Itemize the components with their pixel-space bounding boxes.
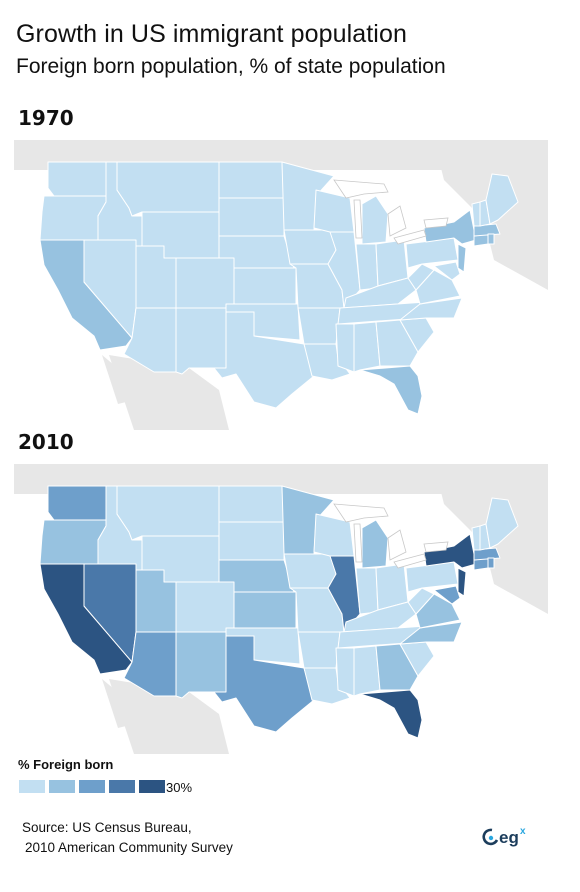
great-lakes: [333, 179, 449, 245]
state-new-york: [423, 209, 477, 245]
state-arkansas: [297, 631, 341, 669]
state-new-mexico: [175, 307, 227, 375]
lake-huron: [387, 205, 407, 237]
legend-swatch-1: [18, 779, 46, 794]
source-line-2: 2010 American Community Survey: [25, 840, 233, 855]
state-iowa: [283, 229, 337, 265]
legend-title: % Foreign born: [18, 757, 114, 772]
state-louisiana: [303, 343, 351, 381]
state-mississippi: [335, 323, 355, 373]
state-colorado: [175, 257, 235, 309]
state-michigan: [361, 519, 389, 569]
chart-title: Growth in US immigrant population: [16, 20, 407, 48]
state-indiana: [355, 567, 379, 615]
great-lakes: [333, 503, 449, 569]
state-georgia: [375, 643, 419, 691]
logo-superscript: x: [520, 826, 526, 837]
legend-swatch-5: [138, 779, 166, 794]
state-maryland: [433, 261, 461, 281]
legend-swatch-4: [108, 779, 136, 794]
state-montana: [116, 485, 220, 541]
logo-swirl-icon: [482, 828, 499, 846]
state-rhode-island: [487, 557, 495, 569]
state-new-mexico: [175, 631, 227, 699]
state-rhode-island: [487, 233, 495, 245]
chart-subtitle: Foreign born population, % of state popu…: [16, 55, 446, 78]
state-north-carolina: [399, 621, 463, 645]
state-west-virginia: [407, 263, 435, 291]
state-kansas: [233, 267, 297, 305]
state-new-york: [423, 533, 477, 569]
state-florida: [359, 365, 423, 415]
state-new-jersey: [457, 243, 467, 273]
lake-michigan: [353, 523, 363, 563]
states-2010: [39, 485, 519, 739]
state-north-dakota: [218, 161, 285, 199]
map-2010: [14, 464, 548, 754]
state-washington: [47, 485, 107, 521]
lake-superior: [333, 503, 389, 523]
state-louisiana: [303, 667, 351, 705]
state-oregon: [39, 195, 107, 241]
state-washington: [47, 161, 107, 197]
logo-text: eg: [499, 828, 519, 847]
state-mississippi: [335, 647, 355, 697]
lake-superior: [333, 179, 389, 199]
state-alabama: [353, 645, 381, 697]
state-maine: [485, 497, 519, 549]
state-north-carolina: [399, 297, 463, 321]
legend-swatches: [18, 779, 168, 794]
state-illinois: [327, 231, 361, 309]
legend-swatch-3: [78, 779, 106, 794]
state-georgia: [375, 319, 419, 367]
state-vermont: [471, 201, 481, 227]
source-note: Source: US Census Bureau, 2010 American …: [22, 818, 233, 858]
lake-ontario: [423, 217, 449, 229]
map-1970: [14, 140, 548, 430]
state-florida: [359, 689, 423, 739]
legend-max-label: 30%: [166, 780, 193, 795]
mexico-land: [109, 679, 229, 754]
state-arkansas: [297, 307, 341, 345]
state-kansas: [233, 591, 297, 629]
state-colorado: [175, 581, 235, 633]
state-iowa: [283, 553, 337, 589]
state-illinois: [327, 555, 361, 633]
legend-swatch-2: [48, 779, 76, 794]
state-vermont: [471, 525, 481, 551]
source-line-1: Source: US Census Bureau,: [22, 820, 192, 835]
lake-huron: [387, 529, 407, 561]
state-maine: [485, 173, 519, 225]
lake-erie: [393, 229, 427, 245]
baja-land: [102, 679, 126, 728]
state-indiana: [355, 243, 379, 291]
state-north-dakota: [218, 485, 285, 523]
states-1970: [39, 161, 519, 415]
eg-logo: eg x: [482, 826, 526, 847]
baja-land: [102, 355, 126, 404]
state-maryland: [433, 585, 461, 605]
map-year-1970: 1970: [18, 106, 74, 130]
logo-dot-icon: [488, 835, 494, 841]
state-texas: [213, 311, 315, 409]
map-year-2010: 2010: [18, 430, 74, 454]
mexico-land: [109, 355, 229, 430]
state-new-jersey: [457, 567, 467, 597]
state-south-dakota: [218, 197, 285, 237]
state-michigan: [361, 195, 389, 245]
state-south-dakota: [218, 521, 285, 561]
lake-ontario: [423, 541, 449, 553]
state-alabama: [353, 321, 381, 373]
state-montana: [116, 161, 220, 217]
state-texas: [213, 635, 315, 733]
lake-erie: [393, 553, 427, 569]
state-west-virginia: [407, 587, 435, 615]
state-oregon: [39, 519, 107, 565]
lake-michigan: [353, 199, 363, 239]
